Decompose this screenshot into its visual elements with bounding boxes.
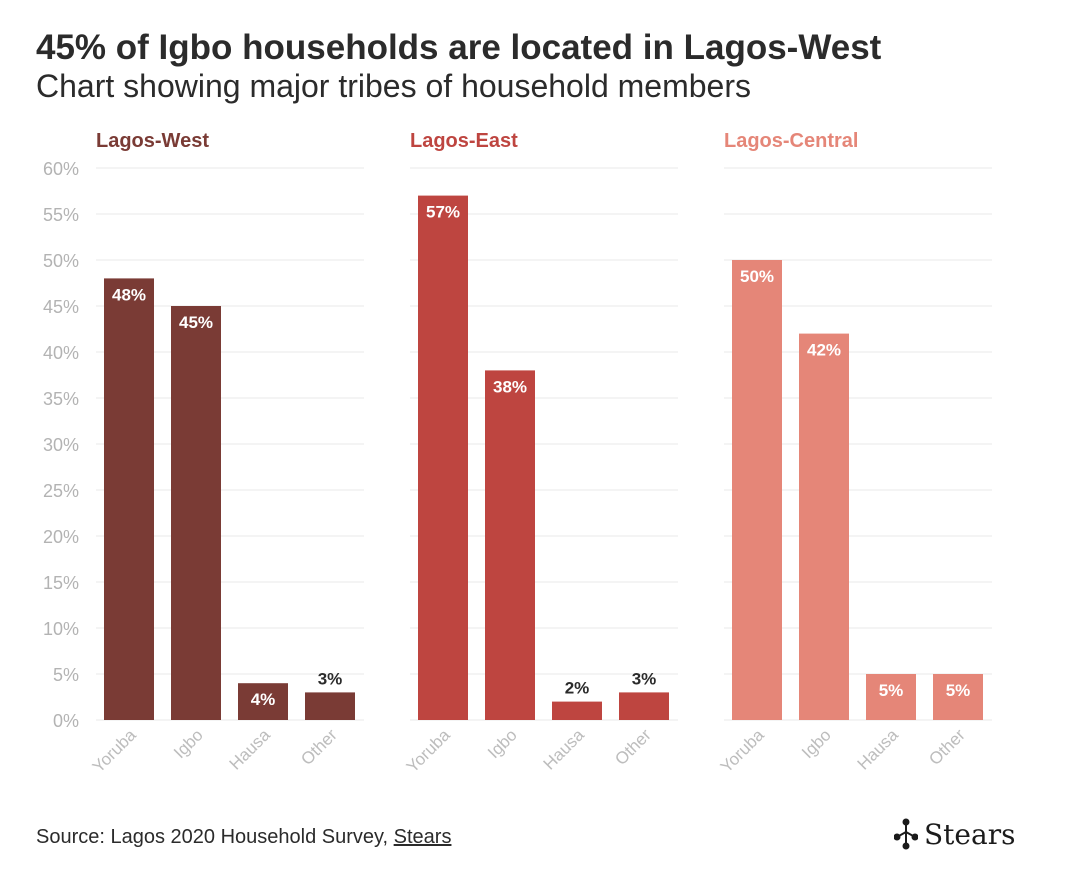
data-label: 5% — [946, 681, 971, 700]
bar — [799, 333, 849, 720]
data-label: 38% — [493, 377, 527, 396]
data-label: 50% — [740, 267, 774, 286]
stears-logo-icon — [894, 818, 918, 850]
panel-title: Lagos-Central — [724, 130, 858, 152]
data-label: 42% — [807, 341, 841, 360]
x-tick-label: Yoruba — [89, 725, 140, 776]
x-tick-label: Hausa — [540, 725, 589, 774]
x-tick-label: Other — [611, 725, 655, 769]
y-tick-label: 45% — [43, 297, 79, 317]
bar — [238, 683, 288, 720]
y-tick-label: 15% — [43, 573, 79, 593]
data-label: 3% — [318, 669, 343, 688]
y-tick-label: 10% — [43, 619, 79, 639]
logo-text: Stears — [924, 817, 1016, 851]
x-tick-label: Igbo — [798, 725, 835, 762]
panel-title: Lagos-West — [96, 130, 209, 152]
data-label: 2% — [565, 679, 590, 698]
x-tick-label: Igbo — [484, 725, 521, 762]
source-text: Source: Lagos 2020 Household Survey, — [36, 826, 394, 848]
y-tick-label: 35% — [43, 389, 79, 409]
data-label: 45% — [179, 313, 213, 332]
stears-logo: Stears — [894, 814, 1015, 854]
y-tick-label: 20% — [43, 527, 79, 547]
data-label: 57% — [426, 203, 460, 222]
panel-title: Lagos-East — [410, 130, 518, 152]
bar — [485, 370, 535, 720]
bar — [104, 278, 154, 720]
x-tick-label: Igbo — [170, 725, 207, 762]
data-label: 3% — [632, 669, 657, 688]
bar — [552, 701, 602, 720]
y-tick-label: 25% — [43, 481, 79, 501]
chart-subtitle: Chart showing major tribes of household … — [36, 68, 751, 104]
y-tick-label: 55% — [43, 205, 79, 225]
y-tick-label: 40% — [43, 343, 79, 363]
bar — [305, 692, 355, 720]
bar — [418, 195, 468, 721]
source-link[interactable]: Stears — [393, 826, 452, 848]
x-tick-label: Yoruba — [403, 725, 454, 776]
data-label: 48% — [112, 285, 146, 304]
x-tick-label: Other — [297, 725, 341, 769]
y-tick-label: 5% — [53, 665, 79, 685]
data-label: 4% — [251, 690, 276, 709]
y-tick-label: 50% — [43, 251, 79, 271]
chart-title: 45% of Igbo households are located in La… — [36, 28, 882, 67]
bar — [619, 692, 669, 720]
x-tick-label: Hausa — [854, 725, 903, 774]
bar — [171, 306, 221, 720]
y-tick-label: 30% — [43, 435, 79, 455]
source-note: Source: Lagos 2020 Household Survey, Ste… — [36, 826, 451, 849]
faceted-bar-chart: 0% 5% 10% 15% 20% 25% 30% 35% 40% 45% 50% 55% 60% Lag… — [43, 130, 992, 776]
x-tick-label: Other — [925, 725, 969, 769]
y-tick-label: 0% — [53, 711, 79, 731]
y-tick-label: 60% — [43, 159, 79, 179]
data-label: 5% — [879, 681, 904, 700]
x-tick-label: Hausa — [226, 725, 275, 774]
x-tick-label: Yoruba — [717, 725, 768, 776]
bar — [933, 674, 983, 720]
bar — [866, 674, 916, 720]
bar — [732, 260, 782, 720]
